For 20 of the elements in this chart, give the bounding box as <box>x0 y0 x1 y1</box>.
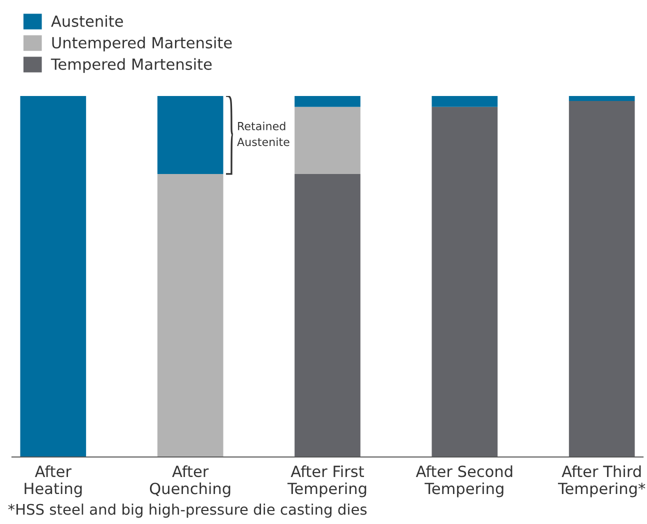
bar <box>157 96 224 174</box>
x-tick-label: After First Tempering <box>287 465 366 498</box>
text: *HSS steel and big high-pressure die casting dies <box>8 504 367 518</box>
bar <box>20 96 86 457</box>
bar <box>568 101 635 457</box>
annotation: Retained Austenite <box>237 122 290 146</box>
bar <box>157 174 224 457</box>
bar <box>432 96 498 107</box>
bar <box>568 96 635 102</box>
bar <box>294 174 360 457</box>
legend-label: Untempered Martensite <box>52 36 232 52</box>
x-tick-label: After Third Tempering* <box>558 465 646 498</box>
x-tick-label: After Heating <box>24 465 82 498</box>
legend-label: Tempered Martensite <box>50 58 212 73</box>
x-tick-label: After Quenching <box>150 465 230 498</box>
x-tick-label: After Second Tempering <box>416 465 512 498</box>
bar <box>294 106 360 174</box>
bar <box>432 106 498 457</box>
legend-label: Austenite <box>51 15 123 27</box>
bar <box>294 96 360 107</box>
